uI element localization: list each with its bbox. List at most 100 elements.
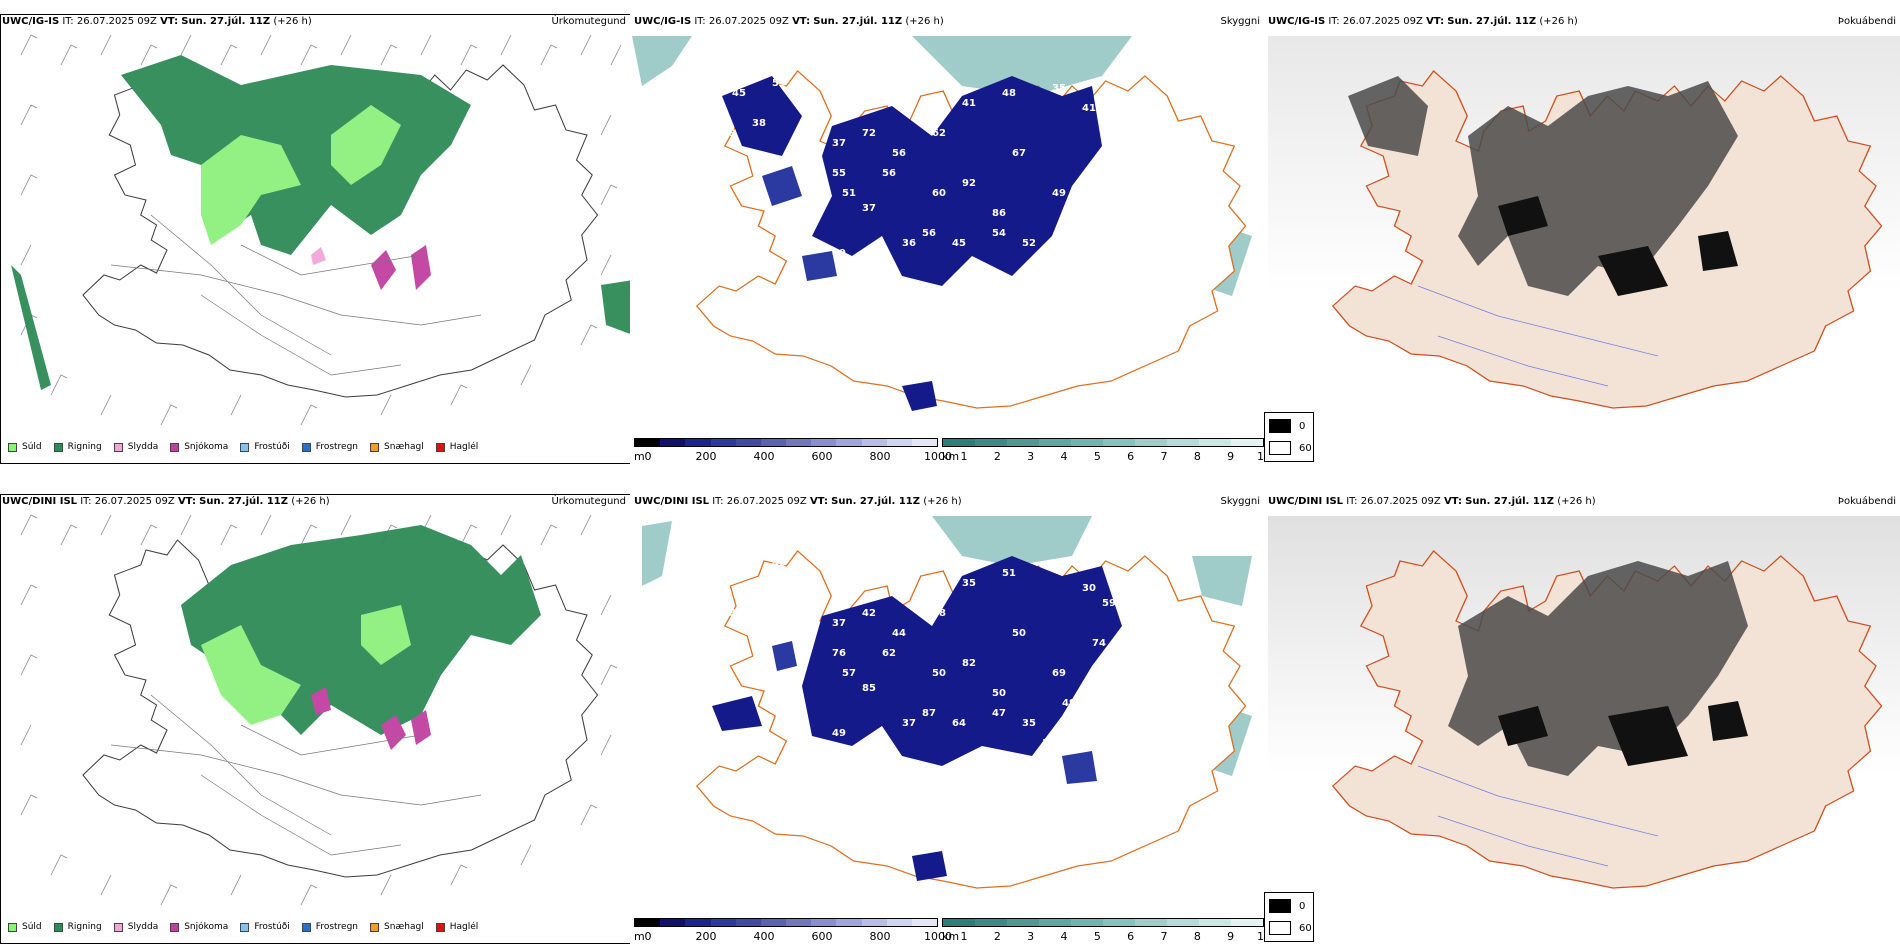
colorbar-segment	[735, 919, 761, 926]
cloudbase-value-label: 92	[962, 178, 976, 189]
colorbar-tick-label: 5	[1093, 930, 1101, 943]
cloudbase-value-label: 37	[832, 138, 846, 149]
legend-swatch	[370, 442, 380, 452]
colorbar-tick-label: 5	[1093, 450, 1101, 463]
colorbar-segment	[861, 439, 887, 446]
colorbar-segment	[1199, 919, 1231, 926]
cloudbase-value-label: 49	[1062, 698, 1076, 709]
cloudbase-tick-labels: 0 200 400 600 800 1000	[645, 930, 953, 944]
cloudbase-value-label: 35	[962, 578, 976, 589]
colorbar-segment	[1167, 919, 1199, 926]
valid-label: VT:	[160, 16, 179, 27]
legend-swatch	[170, 442, 180, 452]
field-label: Þokuábendi	[1837, 16, 1896, 27]
fog-legend-swatch	[1269, 441, 1291, 455]
colorbar-tick-label: 10	[1257, 930, 1264, 943]
legend-item: Frostúði	[240, 442, 290, 452]
model-name: UWC/DINI ISL	[2, 496, 78, 507]
colorbar-segment	[760, 439, 787, 446]
colorbar-segment	[735, 439, 761, 446]
cloudbase-colorbar-strip	[634, 438, 938, 447]
cloudbase-value-label: 85	[862, 683, 876, 694]
fog-legend-swatch	[1269, 419, 1291, 433]
fog-map	[1268, 516, 1900, 944]
colorbar-segment	[1103, 919, 1135, 926]
colorbar-segment	[1071, 919, 1103, 926]
cloudbase-value-label: 36	[902, 238, 916, 249]
colorbar-segment	[943, 919, 975, 926]
colorbar-tick-label: 9	[1227, 450, 1235, 463]
cloudbase-value-label: 62	[882, 648, 896, 659]
cloudbase-value-label: 41	[1082, 103, 1096, 114]
cloudbase-value-label: 50	[932, 668, 946, 679]
precip-legend: Súld Rigning Slydda Snjókoma Frostúði Fr…	[8, 442, 490, 452]
cloudbase-map: 45 40 35 51 42 30 59 38 97 37 42 44 76 62 57 85 50 82 50 87…	[632, 516, 1264, 916]
cloudbase-value-label: 59	[1102, 598, 1116, 609]
cloudbase-value-label: 87	[922, 708, 936, 719]
cloudbase-map-svg: 45 40 35 51 42 30 59 38 97 37 42 44 76 62 57 85 50 82 50 87…	[642, 516, 1252, 889]
precip-map-svg	[11, 34, 630, 426]
colorbar-segment	[635, 919, 661, 926]
lead-time: (+26 h)	[1557, 496, 1596, 507]
legend-label: Frostúði	[254, 442, 290, 452]
model-name: UWC/IG-IS	[634, 16, 692, 27]
model-name: UWC/DINI ISL	[634, 496, 710, 507]
legend-item: Súld	[8, 442, 42, 452]
legend-swatch	[53, 922, 63, 932]
colorbar-segment	[886, 919, 912, 926]
legend-swatch	[8, 442, 17, 452]
cloudbase-value-labels: 45 53 41 48 35 41 50 59 38 37 72 56 55 56 51 37 60 92 86 56…	[722, 78, 1146, 309]
cloudbase-value-label: 50	[1052, 248, 1066, 259]
cloudbase-unit: m	[634, 930, 645, 943]
init-time: IT: 26.07.2025 09Z	[80, 496, 175, 507]
colorbar-segment	[1199, 439, 1231, 446]
fog-legend: 0 60	[1264, 412, 1314, 462]
legend-item: Slydda	[113, 922, 158, 932]
fog-legend-swatch	[1269, 921, 1291, 935]
legend-label: Súld	[22, 442, 42, 452]
colorbar-segment	[635, 439, 661, 446]
colorbar-tick-label: 1	[960, 930, 968, 943]
cloudbase-value-label: 37	[902, 718, 916, 729]
precip-map	[0, 494, 630, 944]
colorbar-tick-label: 3	[1027, 450, 1035, 463]
cloudbase-value-label: 45	[732, 88, 746, 99]
visibility-colorbar-strip	[942, 438, 1264, 447]
cloudbase-unit: m	[634, 450, 645, 463]
colorbar-segment	[911, 439, 938, 446]
fog-legend-item: 0	[1269, 419, 1305, 433]
legend-label: Snæhagl	[384, 922, 424, 932]
legend-swatch	[113, 442, 123, 452]
cloudbase-value-label: 50	[992, 688, 1006, 699]
cloudbase-value-label: 52	[1022, 758, 1036, 769]
colorbar-segment	[760, 919, 787, 926]
cloudbase-value-label: 45	[732, 568, 746, 579]
lead-time: (+26 h)	[273, 16, 312, 27]
fog-index-panel-row1: UWC/IG-IS IT: 26.07.2025 09Z VT: Sun. 27…	[1264, 14, 1900, 464]
legend-swatch	[435, 442, 445, 452]
init-time: IT: 26.07.2025 09Z	[712, 496, 807, 507]
legend-label: Frostúði	[254, 922, 290, 932]
fog-legend-item: 0	[1269, 899, 1305, 913]
colorbar-segment	[1135, 919, 1167, 926]
cloudbase-value-label: 45	[952, 238, 966, 249]
legend-item: Rigning	[53, 442, 102, 452]
colorbar-segment	[886, 439, 912, 446]
cloudbase-value-label: 40	[772, 558, 786, 569]
legend-label: Snæhagl	[384, 442, 424, 452]
cloudbase-value-label: 52	[1032, 778, 1046, 789]
legend-label: Rigning	[67, 442, 102, 452]
cloudbase-value-label: 51	[1002, 568, 1016, 579]
cloudbase-value-label: 76	[832, 648, 846, 659]
cloudbase-value-label: 41	[962, 98, 976, 109]
colorbar-segment	[1231, 439, 1263, 446]
precip-shading	[82, 525, 599, 878]
colorbar-segment	[710, 919, 736, 926]
legend-swatch	[370, 922, 380, 932]
legend-item: Slydda	[113, 442, 158, 452]
panel-header: UWC/DINI ISL IT: 26.07.2025 09Z VT: Sun.…	[1268, 496, 1596, 507]
cloudbase-value-label: 56	[892, 148, 906, 159]
colorbar-segment	[1167, 439, 1199, 446]
visibility-colorbar: km 1 2 3 4 5 6 7 8 9 10	[942, 438, 1264, 464]
legend-item: Frostregn	[301, 922, 358, 932]
